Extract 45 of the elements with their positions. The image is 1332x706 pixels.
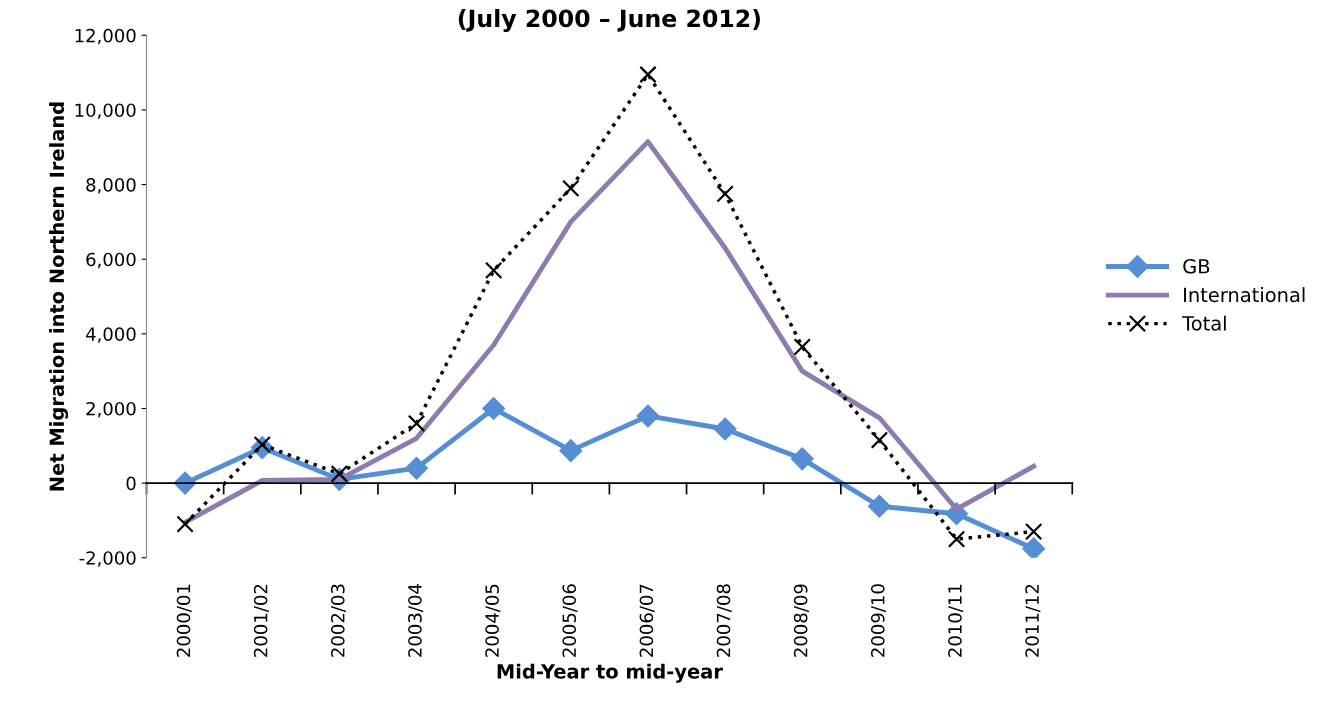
y-axis-title: Net Migration into Northern Ireland <box>49 102 69 491</box>
point <box>1024 522 1043 541</box>
legend-label: Total <box>1182 315 1226 331</box>
x-tick-label: 2000/01 <box>176 584 192 657</box>
point <box>716 185 734 203</box>
x-tick-label: 2005/06 <box>562 584 578 657</box>
y-tick-label: -2,000 <box>79 551 136 567</box>
point <box>636 404 660 428</box>
x-tick-label: 2007/08 <box>716 584 732 657</box>
y-tick-label: 0 <box>126 476 136 491</box>
y-tick-label: 10,000 <box>75 103 136 119</box>
line-series <box>182 139 1037 525</box>
x-tick-label: 2003/04 <box>408 584 424 657</box>
point <box>484 261 503 280</box>
y-tick-label: 8,000 <box>86 178 136 194</box>
y-tick-label: 12,000 <box>75 28 136 45</box>
x-tick-label: 2010/11 <box>948 584 964 657</box>
point <box>1022 537 1046 558</box>
point <box>713 417 737 441</box>
y-tick-label: 4,000 <box>85 327 136 343</box>
x-tick-label: 2008/09 <box>793 584 809 657</box>
y-tick-label: 6,000 <box>86 252 136 269</box>
point <box>870 431 889 449</box>
point <box>176 515 194 533</box>
x-tick-label: 2009/10 <box>870 584 887 657</box>
x-tick-label: 2011/12 <box>1025 584 1041 657</box>
point <box>867 494 891 518</box>
point <box>562 179 580 198</box>
x-tick-label: 2006/07 <box>639 584 655 657</box>
legend-label: GB <box>1183 258 1210 274</box>
x-tick-label: 2001/02 <box>253 584 269 657</box>
point <box>559 439 583 463</box>
point <box>407 414 426 433</box>
chart-title: (July 2000 – June 2012) <box>458 9 760 33</box>
point <box>793 338 811 356</box>
point <box>405 456 429 480</box>
y-tick-label: 2,000 <box>86 401 136 418</box>
point <box>947 530 966 548</box>
point <box>482 396 506 420</box>
legend-label: International <box>1184 287 1305 303</box>
x-axis-title: Mid-Year to mid-year <box>497 663 723 683</box>
x-tick-label: 2004/05 <box>485 584 501 657</box>
x-tick-label: 2002/03 <box>330 584 347 657</box>
point <box>639 65 657 84</box>
point <box>790 447 814 471</box>
